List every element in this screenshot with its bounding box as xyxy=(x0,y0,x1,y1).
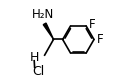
Text: F: F xyxy=(89,18,95,31)
Text: Cl: Cl xyxy=(32,65,44,78)
Polygon shape xyxy=(43,23,54,39)
Text: H: H xyxy=(30,51,39,64)
Text: F: F xyxy=(96,33,103,46)
Text: H₂N: H₂N xyxy=(31,8,54,21)
